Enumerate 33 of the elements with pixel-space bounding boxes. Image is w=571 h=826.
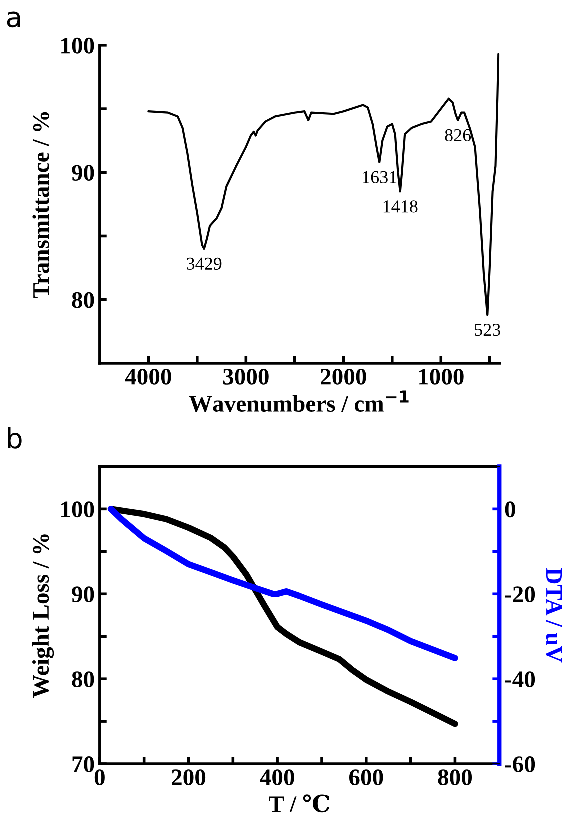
chart-title: b: [8, 427, 22, 449]
y-tick-label: 90: [72, 586, 94, 603]
x-tick-label: 600: [349, 770, 384, 786]
y-axis-title: Weight Loss / %: [32, 534, 54, 698]
x-tick-label: 200: [172, 770, 206, 786]
annotation: 3429: [187, 258, 222, 270]
x-tick-label: 800: [438, 770, 472, 786]
chart-title: a: [7, 12, 20, 28]
y-tick-label: 100: [62, 38, 94, 54]
x-axis-title: T / ℃: [269, 794, 330, 813]
line-series: [148, 53, 500, 316]
x-tick-label: 4000: [125, 368, 172, 385]
y2-axis-title: DTA / uV: [546, 568, 562, 663]
annotation: 1418: [384, 200, 418, 213]
x-tick-label: 3000: [223, 368, 269, 385]
x-tick-label: 0: [94, 770, 105, 786]
y2-tick-label: -60: [505, 756, 536, 772]
y-tick-label: 80: [72, 672, 94, 688]
y-tick-label: 70: [72, 756, 94, 772]
y-tick-label: 90: [72, 165, 94, 182]
annotation: 1631: [363, 171, 397, 184]
x-tick-label: 400: [260, 770, 294, 786]
y2-tick-label: -40: [505, 672, 536, 688]
y-tick-label: 80: [72, 292, 94, 308]
annotation: 826: [445, 129, 472, 142]
y2-tick-label: -20: [505, 586, 536, 603]
x-axis-title: Wavenumbers / cm$^{−1}$: [189, 390, 409, 412]
annotation: 523: [475, 324, 500, 336]
y-axis-title: Transmittance / %: [32, 112, 50, 298]
y-tick-label: 100: [62, 502, 94, 518]
y2-tick-label: 0: [505, 502, 516, 518]
x-tick-label: 2000: [321, 368, 366, 385]
x-tick-label: 1000: [419, 368, 464, 385]
